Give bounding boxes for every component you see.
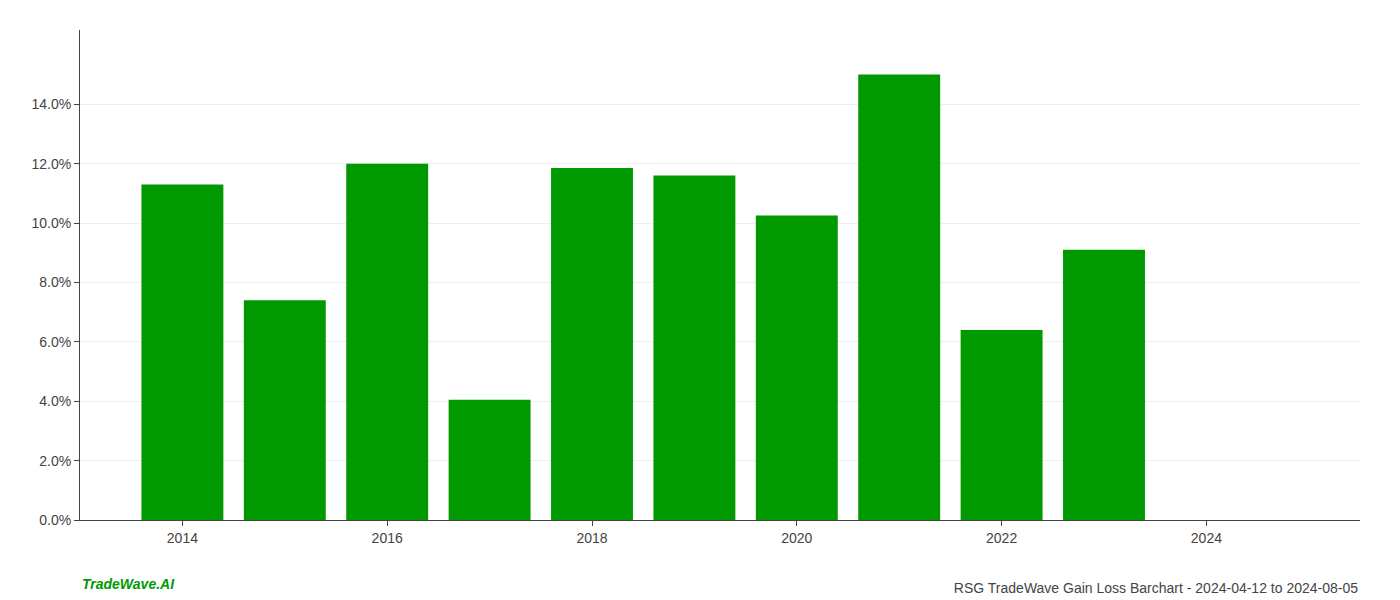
- svg-text:0.0%: 0.0%: [39, 512, 71, 528]
- svg-text:6.0%: 6.0%: [39, 334, 71, 350]
- svg-text:10.0%: 10.0%: [31, 215, 71, 231]
- svg-text:14.0%: 14.0%: [31, 96, 71, 112]
- svg-text:2020: 2020: [781, 530, 812, 546]
- svg-text:TradeWave.AI: TradeWave.AI: [82, 576, 175, 592]
- svg-text:2.0%: 2.0%: [39, 453, 71, 469]
- svg-text:2022: 2022: [986, 530, 1017, 546]
- svg-text:8.0%: 8.0%: [39, 274, 71, 290]
- svg-text:2016: 2016: [372, 530, 403, 546]
- svg-text:RSG TradeWave Gain Loss Barcha: RSG TradeWave Gain Loss Barchart - 2024-…: [954, 580, 1358, 596]
- svg-text:4.0%: 4.0%: [39, 393, 71, 409]
- svg-text:12.0%: 12.0%: [31, 156, 71, 172]
- svg-text:2024: 2024: [1191, 530, 1222, 546]
- svg-text:2018: 2018: [576, 530, 607, 546]
- svg-text:2014: 2014: [167, 530, 198, 546]
